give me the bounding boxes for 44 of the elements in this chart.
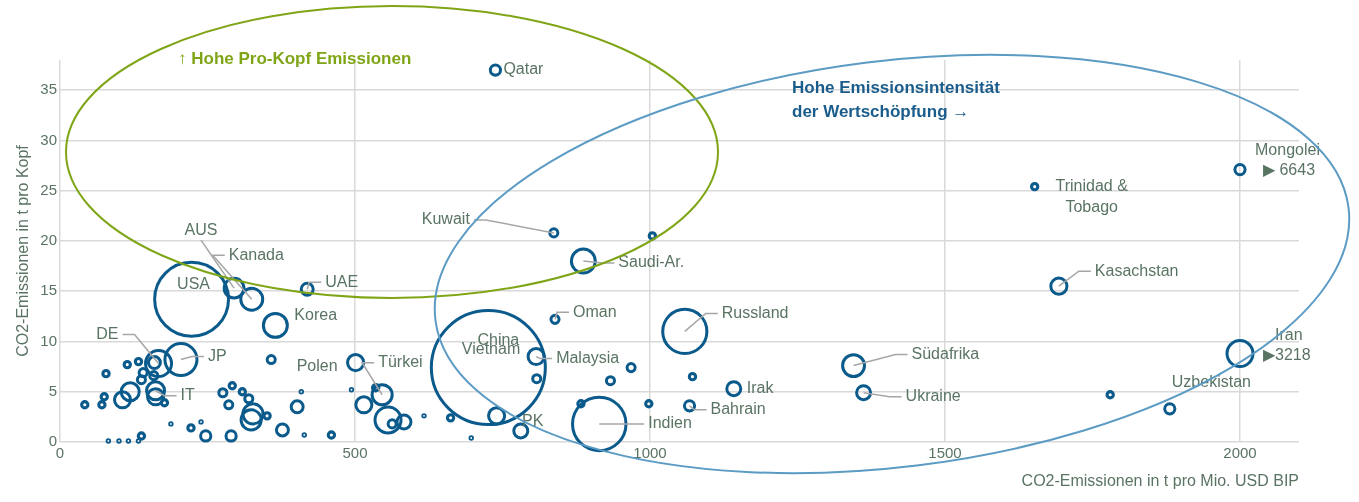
y-tick-label: 0 <box>48 432 57 450</box>
annotation: ▶ 6643 <box>1263 160 1316 178</box>
annotation: Kuwait <box>421 210 471 228</box>
y-tick-label: 5 <box>48 381 57 399</box>
annotation: Qatar <box>503 60 545 78</box>
annotation: JP <box>207 346 227 364</box>
annotation: Südafrika <box>911 345 980 363</box>
x-tick-label: 1000 <box>633 444 667 462</box>
annotation: ↑ Hohe Pro-Kopf Emissionen <box>178 48 412 68</box>
annotation: Indien <box>648 414 692 432</box>
y-tick-label: 25 <box>40 180 57 198</box>
annotation: UAE <box>325 272 359 290</box>
annotation: Malaysia <box>556 348 620 366</box>
y-tick-label: 35 <box>40 80 57 98</box>
annotation: PK <box>522 412 544 430</box>
annotation: Saudi-Ar. <box>618 253 685 271</box>
annotation: Kanada <box>228 245 285 263</box>
annotation: AUS <box>184 220 218 238</box>
x-tick-label: 2000 <box>1223 444 1257 462</box>
x-tick-label: 1500 <box>928 444 962 462</box>
x-tick-label: 500 <box>342 444 368 462</box>
annotation: Oman <box>573 302 617 320</box>
annotation: DE <box>96 325 119 342</box>
annotation: Türkei <box>378 353 423 371</box>
annotation: Korea <box>294 305 338 323</box>
y-tick-label: 10 <box>40 331 57 349</box>
annotation: IT <box>180 386 196 404</box>
annotation: Hohe Emissionsintensität der Wertschöpfung → <box>792 77 1001 121</box>
annotation: Bahrain <box>710 400 766 418</box>
y-axis-title: CO2-Emissionen in t pro Kopf <box>14 144 32 357</box>
annotation: Polen <box>296 356 338 374</box>
y-tick-label: 30 <box>40 130 57 148</box>
annotation: USA <box>177 274 211 292</box>
annotation: Russland <box>721 303 789 321</box>
annotation: Iran <box>1275 325 1303 343</box>
annotation: Trinidad & Tobago <box>1055 177 1129 216</box>
annotation: Kasachstan <box>1094 261 1179 279</box>
annotation: Mongolei <box>1255 140 1320 158</box>
annotation: Irak <box>746 379 775 397</box>
y-tick-label: 15 <box>40 281 57 299</box>
y-tick-label: 20 <box>40 231 57 249</box>
annotation: Ukraine <box>905 387 961 405</box>
annotation: ▶3218 <box>1263 345 1311 363</box>
x-axis-title: CO2-Emissionen in t pro Mio. USD BIP <box>1021 472 1299 490</box>
